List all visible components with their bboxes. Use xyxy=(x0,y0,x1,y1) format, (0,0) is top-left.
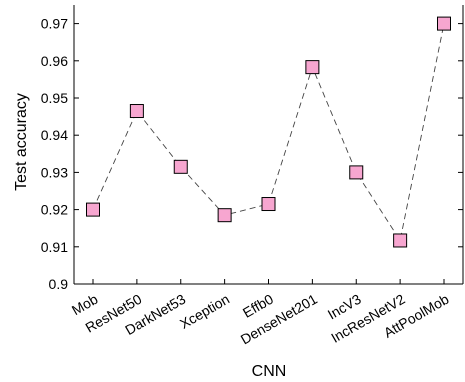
y-tick-label: 0.96 xyxy=(41,53,68,69)
data-point xyxy=(261,197,276,212)
y-tick-label: 0.97 xyxy=(41,16,68,32)
series-line xyxy=(92,23,445,242)
y-tick-label: 0.9 xyxy=(49,276,69,292)
x-axis-label: CNN xyxy=(252,363,287,380)
y-axis: 0.9 0.91 0.92 0.93 0.94 0.95 0.96 0.97 xyxy=(41,16,463,292)
x-tick-label: Xception xyxy=(177,291,232,332)
data-point xyxy=(86,202,100,217)
data-point xyxy=(129,104,144,119)
data-point xyxy=(349,165,364,180)
data-point xyxy=(217,208,232,223)
series-polyline xyxy=(92,23,445,242)
y-tick-label: 0.95 xyxy=(41,90,68,106)
y-tick-label: 0.92 xyxy=(41,202,68,218)
y-tick-label: 0.91 xyxy=(41,239,68,255)
y-tick-label: 0.94 xyxy=(41,127,68,143)
y-axis-label: Test accuracy xyxy=(13,93,30,191)
y-tick-label: 0.93 xyxy=(41,164,68,180)
data-points xyxy=(86,16,451,248)
data-point xyxy=(393,233,408,248)
data-point xyxy=(305,60,320,75)
data-point xyxy=(437,16,451,31)
data-point xyxy=(173,159,188,174)
